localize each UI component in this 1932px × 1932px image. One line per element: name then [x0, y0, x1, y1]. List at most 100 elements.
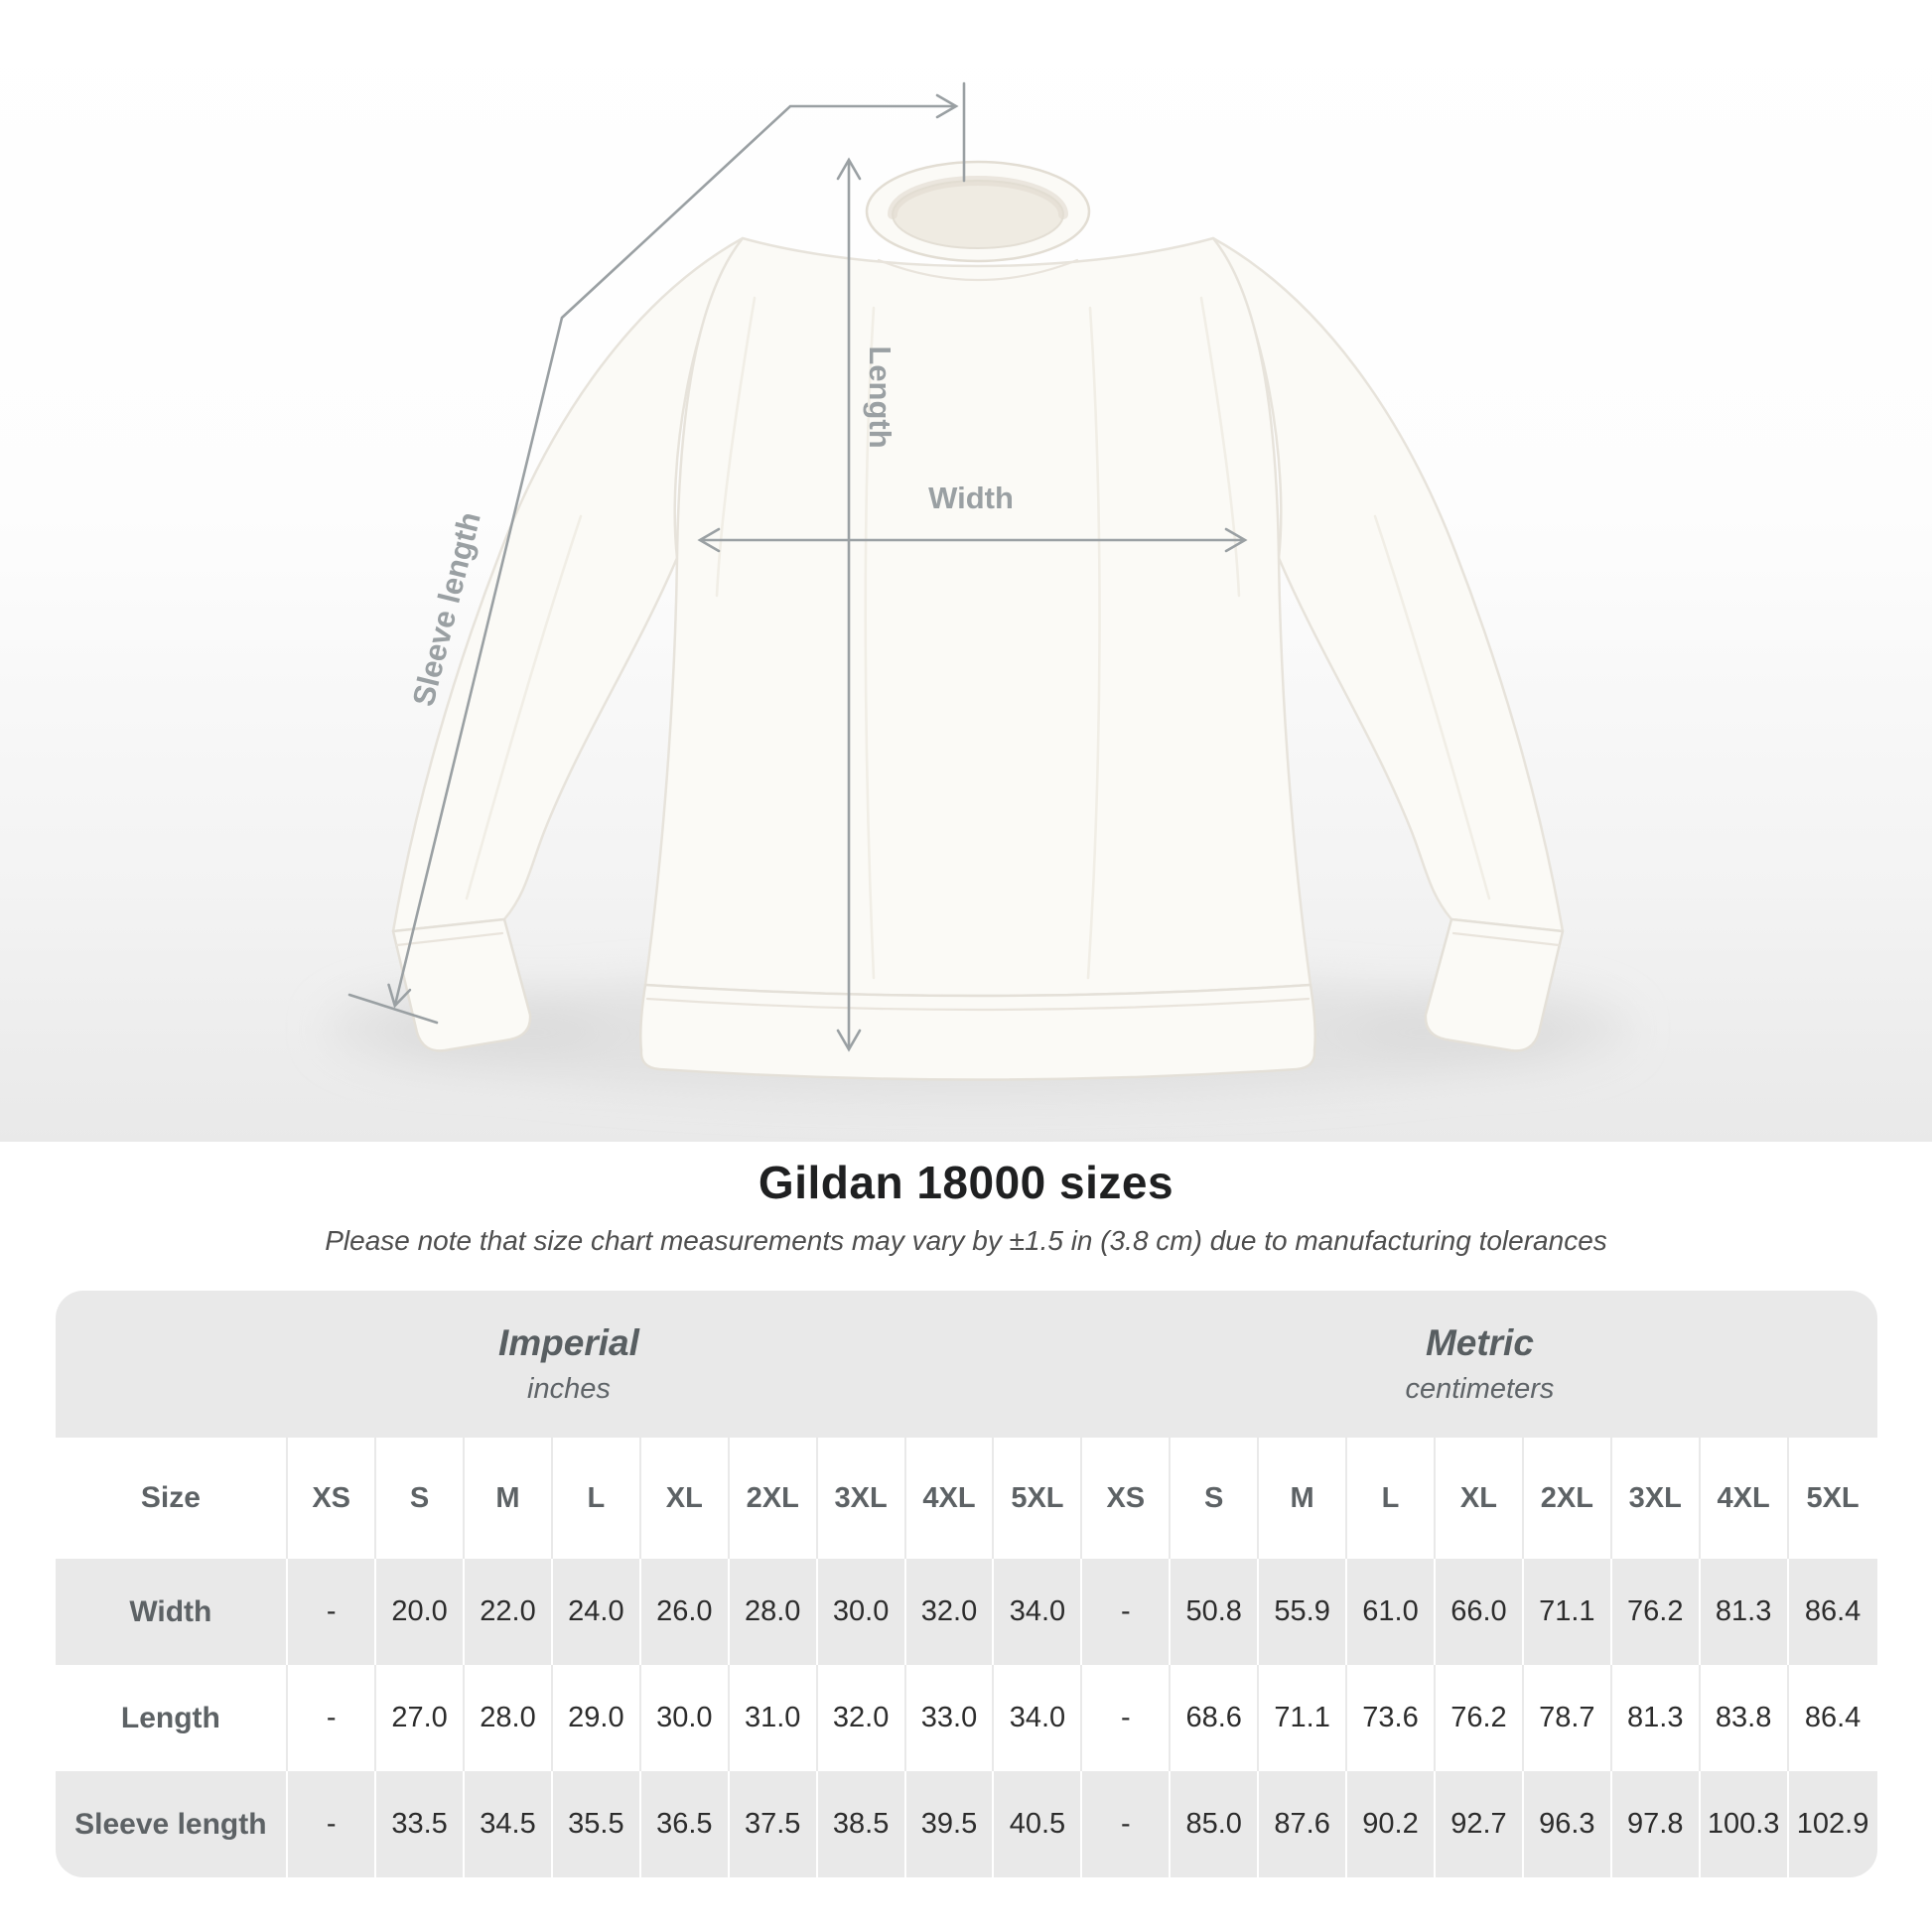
column-header-metric-s: S	[1171, 1438, 1260, 1559]
measurement-value: -	[288, 1559, 377, 1665]
measurement-value: 90.2	[1347, 1771, 1436, 1877]
measurement-value: 81.3	[1612, 1665, 1701, 1771]
measurement-value: 78.7	[1524, 1665, 1612, 1771]
column-header-imperial-xl: XL	[641, 1438, 730, 1559]
measurement-value: 85.0	[1171, 1771, 1260, 1877]
measurement-value: 66.0	[1436, 1559, 1524, 1665]
right-sleeve	[1211, 236, 1565, 933]
measurement-value: 83.8	[1701, 1665, 1789, 1771]
size-table: Imperial inches Metric centimeters Size X…	[55, 1291, 1877, 1877]
measurement-row-length: Length -27.0 28.0 29.0 30.0 31.0 32.0 33.0 34.0-…	[55, 1665, 1877, 1771]
measurement-value: 29.0	[553, 1665, 641, 1771]
column-header-metric-2xl: 2XL	[1524, 1438, 1612, 1559]
measurement-value: -	[288, 1771, 377, 1877]
column-header-imperial-5xl: 5XL	[994, 1438, 1083, 1559]
measurement-value: 32.0	[906, 1559, 995, 1665]
measurement-value: 37.5	[730, 1771, 818, 1877]
imperial-band-cell: Imperial inches	[56, 1291, 1083, 1438]
column-header-metric-xs: XS	[1082, 1438, 1172, 1559]
measurement-value: 97.8	[1612, 1771, 1701, 1877]
right-cuff	[1424, 917, 1565, 1052]
size-table-grid: Size XS S M L XL 2XL 3XL 4XL 5XL XS S M L XL 2XL 3XL 4XL 5…	[55, 1438, 1877, 1877]
row-label: Length	[56, 1665, 289, 1771]
measurement-value: 34.0	[994, 1665, 1083, 1771]
measurement-value: 87.6	[1259, 1771, 1348, 1877]
measurement-value: 86.4	[1804, 1595, 1862, 1627]
page-title: Gildan 18000 sizes	[758, 1157, 1174, 1208]
column-header-imperial-s: S	[376, 1438, 466, 1559]
measurement-value: 100.3	[1701, 1771, 1789, 1877]
tolerance-note: Please note that size chart measurements…	[325, 1225, 1607, 1256]
metric-unit: centimeters	[1405, 1373, 1555, 1405]
imperial-unit: inches	[527, 1373, 611, 1405]
measurement-row-sleeve-length: Sleeve length -33.5 34.5 35.5 36.5 37.5 38.5 39…	[55, 1771, 1877, 1877]
measurement-value: 35.5	[553, 1771, 641, 1877]
measurement-value: 34.5	[465, 1771, 553, 1877]
measurement-value: 81.3	[1701, 1559, 1789, 1665]
column-header-imperial-l: L	[553, 1438, 641, 1559]
hem-band	[638, 983, 1317, 1081]
measurement-value: 50.8	[1171, 1559, 1260, 1665]
unit-system-band: Imperial inches Metric centimeters	[55, 1291, 1877, 1438]
column-header-metric-m: M	[1259, 1438, 1348, 1559]
measurement-value: 38.5	[818, 1771, 906, 1877]
measurement-value: 22.0	[465, 1559, 553, 1665]
metric-band-cell: Metric centimeters	[1082, 1291, 1876, 1438]
measurement-value: 92.7	[1436, 1771, 1524, 1877]
measurement-value: 34.0	[994, 1559, 1083, 1665]
imperial-heading: Imperial	[497, 1322, 639, 1363]
measurement-value: 68.6	[1171, 1665, 1260, 1771]
sleeve-length-bottom-terminator	[347, 993, 439, 1025]
measurement-value: 71.1	[1259, 1665, 1348, 1771]
measurement-value: 32.0	[818, 1665, 906, 1771]
measurement-value: 76.2	[1436, 1665, 1524, 1771]
metric-heading: Metric	[1425, 1322, 1534, 1363]
measurement-value: 61.0	[1347, 1559, 1436, 1665]
length-label: Length	[863, 345, 897, 448]
column-header-metric-l: L	[1347, 1438, 1436, 1559]
row-label: Width	[56, 1559, 289, 1665]
row-label: Sleeve length	[56, 1771, 289, 1877]
measurement-value: -	[1082, 1665, 1172, 1771]
measurement-value: 28.0	[730, 1559, 818, 1665]
measurement-value: 73.6	[1347, 1665, 1436, 1771]
measurement-value: 55.9	[1259, 1559, 1348, 1665]
measurement-value: 102.9	[1796, 1808, 1869, 1840]
column-header-metric-4xl: 4XL	[1701, 1438, 1789, 1559]
column-header-metric-5xl: 5XL	[1806, 1481, 1860, 1514]
column-header-imperial-3xl: 3XL	[818, 1438, 906, 1559]
measurement-value: 86.4	[1804, 1702, 1862, 1733]
measurement-value: 26.0	[641, 1559, 730, 1665]
size-header-row: Size XS S M L XL 2XL 3XL 4XL 5XL XS S M L XL 2XL 3XL 4XL 5…	[55, 1438, 1877, 1559]
column-header-metric-3xl: 3XL	[1612, 1438, 1701, 1559]
size-column-header: Size	[56, 1438, 289, 1559]
product-measurement-diagram: Length Width Sleeve length	[0, 0, 1932, 1142]
measurement-value: 28.0	[465, 1665, 553, 1771]
measurement-value: -	[1082, 1771, 1172, 1877]
measurement-value: 24.0	[553, 1559, 641, 1665]
column-header-imperial-m: M	[465, 1438, 553, 1559]
column-header-imperial-xs: XS	[288, 1438, 377, 1559]
measurement-value: 71.1	[1524, 1559, 1612, 1665]
measurement-value: 76.2	[1612, 1559, 1701, 1665]
measurement-value: 39.5	[906, 1771, 995, 1877]
size-diagram-svg: Length Width Sleeve length	[0, 0, 1932, 1142]
measurement-value: 33.0	[906, 1665, 995, 1771]
measurement-value: 33.5	[376, 1771, 466, 1877]
measurement-value: 20.0	[376, 1559, 466, 1665]
column-header-imperial-2xl: 2XL	[730, 1438, 818, 1559]
measurement-value: 30.0	[818, 1559, 906, 1665]
measurement-value: -	[1082, 1559, 1172, 1665]
measurement-value: 96.3	[1524, 1771, 1612, 1877]
dimension-annotations	[347, 81, 1248, 1052]
measurement-value: 31.0	[730, 1665, 818, 1771]
column-header-metric-xl: XL	[1436, 1438, 1524, 1559]
measurement-value: 36.5	[641, 1771, 730, 1877]
sleeve-length-dimension-line	[387, 93, 959, 1009]
measurement-row-width: Width -20.0 22.0 24.0 26.0 28.0 30.0 32.0 34.0-5…	[55, 1559, 1877, 1665]
measurement-value: 30.0	[641, 1665, 730, 1771]
column-header-imperial-4xl: 4XL	[906, 1438, 995, 1559]
width-label: Width	[928, 481, 1014, 515]
measurement-value: -	[288, 1665, 377, 1771]
measurement-value: 27.0	[376, 1665, 466, 1771]
